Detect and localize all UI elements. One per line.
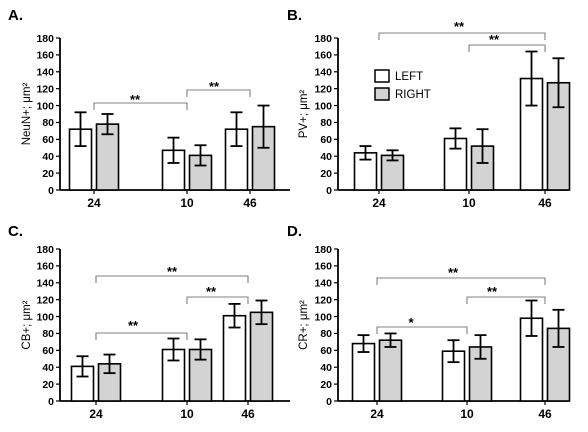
significance-bracket bbox=[95, 332, 188, 340]
y-tick-label: 100 bbox=[314, 311, 332, 323]
significance-bracket bbox=[376, 277, 546, 285]
significance-label: ** bbox=[130, 92, 141, 107]
y-tick-label: 140 bbox=[36, 67, 54, 79]
y-tick-label: 20 bbox=[320, 168, 332, 180]
y-tick-label: 100 bbox=[36, 100, 54, 112]
significance-label: ** bbox=[489, 32, 500, 47]
y-tick-label: 40 bbox=[42, 362, 54, 374]
significance-label: ** bbox=[454, 19, 465, 34]
legend-swatch-left bbox=[374, 69, 390, 83]
y-tick-label: 160 bbox=[36, 261, 54, 273]
panel-label: A. bbox=[8, 7, 23, 24]
significance-bracket bbox=[466, 296, 546, 304]
y-tick-label: 120 bbox=[36, 83, 54, 95]
y-axis-label: NeuN+; μm² bbox=[21, 83, 33, 146]
y-tick-label: 0 bbox=[326, 185, 332, 197]
significance-label: * bbox=[408, 315, 414, 330]
y-tick-label: 120 bbox=[314, 294, 332, 306]
chart-panel-b: B. PV+; μm² 0 20 40 60 80 100 120 140 160 180 24 10 46… bbox=[287, 7, 571, 210]
chart-panel-a: A. NeuN+; μm² 0 20 40 60 80 100 120 140 160 180 24 10… bbox=[8, 7, 290, 210]
x-tick-label: 10 bbox=[180, 407, 194, 421]
y-tick-label: 60 bbox=[320, 345, 332, 357]
y-tick-label: 40 bbox=[320, 151, 332, 163]
y-tick-label: 80 bbox=[320, 117, 332, 129]
y-tick-label: 60 bbox=[320, 134, 332, 146]
y-tick-label: 40 bbox=[42, 151, 54, 163]
bar-left-46 bbox=[222, 314, 247, 402]
significance-bracket bbox=[468, 44, 546, 52]
y-tick-label: 180 bbox=[36, 244, 54, 256]
y-tick-label: 120 bbox=[36, 294, 54, 306]
y-tick-label: 100 bbox=[314, 100, 332, 112]
legend-swatch-right bbox=[374, 87, 390, 101]
significance-label: ** bbox=[128, 318, 139, 333]
y-tick-label: 0 bbox=[326, 396, 332, 408]
y-axis-label: CR+; μm² bbox=[298, 300, 310, 350]
y-tick-label: 160 bbox=[314, 50, 332, 62]
y-tick-label: 100 bbox=[36, 311, 54, 323]
significance-bracket bbox=[376, 326, 468, 334]
y-tick-label: 160 bbox=[314, 261, 332, 273]
x-tick-label: 24 bbox=[87, 196, 101, 210]
y-tick-label: 0 bbox=[48, 185, 54, 197]
significance-bracket bbox=[93, 102, 188, 110]
x-tick-label: 24 bbox=[89, 407, 103, 421]
y-tick-label: 140 bbox=[314, 67, 332, 79]
panel-label: B. bbox=[287, 7, 302, 24]
y-tick-label: 0 bbox=[48, 396, 54, 408]
significance-label: ** bbox=[167, 264, 178, 279]
significance-bracket bbox=[378, 32, 546, 40]
y-tick-label: 80 bbox=[42, 328, 54, 340]
panel-label: D. bbox=[287, 223, 302, 240]
chart-panel-d: D. CR+; μm² 0 20 40 60 80 100 120 140 160 180 24 10 46… bbox=[287, 223, 571, 421]
x-tick-label: 46 bbox=[538, 196, 552, 210]
significance-bracket bbox=[186, 89, 251, 97]
x-tick-label: 46 bbox=[243, 196, 257, 210]
x-tick-label: 24 bbox=[372, 196, 386, 210]
y-tick-label: 180 bbox=[36, 33, 54, 45]
y-tick-label: 180 bbox=[314, 244, 332, 256]
y-tick-label: 60 bbox=[42, 345, 54, 357]
legend-label-left: LEFT bbox=[395, 71, 423, 83]
y-tick-label: 20 bbox=[42, 168, 54, 180]
x-tick-label: 24 bbox=[370, 407, 384, 421]
x-tick-label: 46 bbox=[538, 407, 552, 421]
x-tick-label: 46 bbox=[241, 407, 255, 421]
legend-label-right: RIGHT bbox=[395, 89, 431, 101]
panel-label: C. bbox=[8, 223, 23, 240]
significance-label: ** bbox=[448, 265, 459, 280]
y-tick-label: 160 bbox=[36, 50, 54, 62]
y-axis-label: CB+; μm² bbox=[21, 300, 33, 349]
x-tick-label: 10 bbox=[462, 196, 476, 210]
y-tick-label: 40 bbox=[320, 362, 332, 374]
y-tick-label: 80 bbox=[320, 328, 332, 340]
x-tick-label: 10 bbox=[460, 407, 474, 421]
bar-right-46 bbox=[249, 311, 274, 402]
y-tick-label: 60 bbox=[42, 134, 54, 146]
x-tick-label: 10 bbox=[180, 196, 194, 210]
y-tick-label: 120 bbox=[314, 83, 332, 95]
bar-right-24 bbox=[378, 339, 403, 402]
y-tick-label: 20 bbox=[320, 379, 332, 391]
significance-label: ** bbox=[487, 284, 498, 299]
y-tick-label: 80 bbox=[42, 117, 54, 129]
y-tick-label: 20 bbox=[42, 379, 54, 391]
significance-label: ** bbox=[206, 284, 217, 299]
y-tick-label: 140 bbox=[36, 278, 54, 290]
significance-label: ** bbox=[209, 79, 220, 94]
y-tick-label: 140 bbox=[314, 278, 332, 290]
y-tick-label: 180 bbox=[314, 33, 332, 45]
significance-bracket bbox=[95, 275, 249, 283]
chart-panel-c: C. CB+; μm² 0 20 40 60 80 100 120 140 160 180 24 10 46… bbox=[8, 223, 290, 421]
y-axis-label: PV+; μm² bbox=[298, 90, 310, 139]
significance-bracket bbox=[186, 296, 249, 304]
